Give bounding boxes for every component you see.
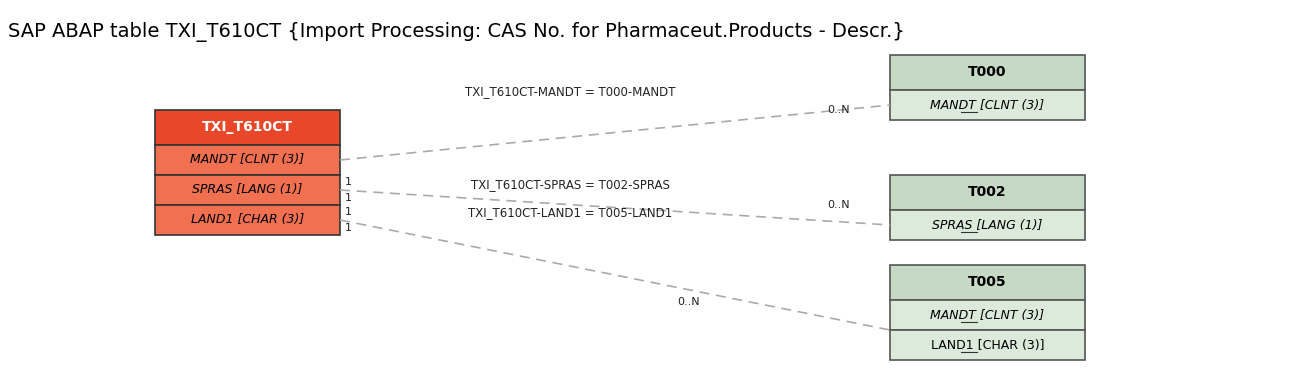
Text: SPRAS [LANG (1)]: SPRAS [LANG (1)] <box>193 184 302 196</box>
Text: 1: 1 <box>345 207 352 217</box>
Text: 1: 1 <box>345 193 352 203</box>
Text: MANDT [CLNT (3)]: MANDT [CLNT (3)] <box>930 308 1045 322</box>
Bar <box>890 210 1085 240</box>
Text: SPRAS [LANG (1)]: SPRAS [LANG (1)] <box>933 219 1042 231</box>
Text: LAND1 [CHAR (3)]: LAND1 [CHAR (3)] <box>190 213 304 227</box>
Text: 0..N: 0..N <box>678 297 700 307</box>
Text: MANDT [CLNT (3)]: MANDT [CLNT (3)] <box>930 98 1045 112</box>
Text: 1: 1 <box>345 223 352 233</box>
Text: T005: T005 <box>968 276 1007 290</box>
Bar <box>890 175 1085 210</box>
Bar <box>890 330 1085 360</box>
Bar <box>890 90 1085 120</box>
Text: 0..N: 0..N <box>827 200 850 210</box>
Text: SAP ABAP table TXI_T610CT {Import Processing: CAS No. for Pharmaceut.Products - : SAP ABAP table TXI_T610CT {Import Proces… <box>8 22 904 42</box>
Text: MANDT [CLNT (3)]: MANDT [CLNT (3)] <box>190 153 305 167</box>
Bar <box>155 145 340 175</box>
Bar <box>155 175 340 205</box>
Text: LAND1 [CHAR (3)]: LAND1 [CHAR (3)] <box>930 339 1044 351</box>
Bar <box>890 300 1085 330</box>
Text: 1: 1 <box>345 177 352 187</box>
Bar <box>890 55 1085 90</box>
Text: T000: T000 <box>968 66 1007 80</box>
Bar <box>890 265 1085 300</box>
Text: TXI_T610CT-MANDT = T000-MANDT: TXI_T610CT-MANDT = T000-MANDT <box>465 86 675 98</box>
Text: TXI_T610CT-LAND1 = T005-LAND1: TXI_T610CT-LAND1 = T005-LAND1 <box>468 207 672 219</box>
Bar <box>155 205 340 235</box>
Bar <box>155 110 340 145</box>
Text: 0..N: 0..N <box>827 105 850 115</box>
Text: TXI_T610CT: TXI_T610CT <box>202 121 293 135</box>
Text: T002: T002 <box>968 185 1007 199</box>
Text: TXI_T610CT-SPRAS = T002-SPRAS: TXI_T610CT-SPRAS = T002-SPRAS <box>470 178 670 192</box>
